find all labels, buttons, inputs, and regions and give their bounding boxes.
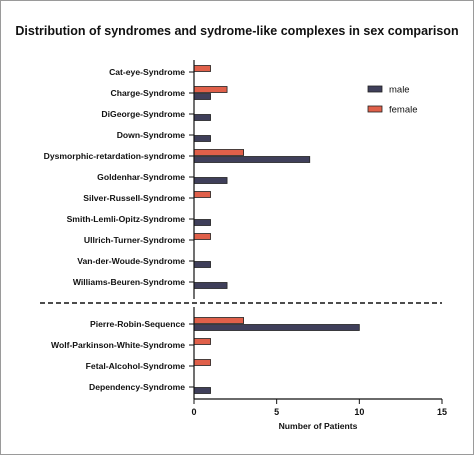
bar-male-11 xyxy=(193,324,360,331)
category-label-6: Silver-Russell-Syndrome xyxy=(83,193,185,203)
bar-male-2 xyxy=(193,114,211,121)
x-tick-label-0: 0 xyxy=(191,407,196,417)
legend-label-male: male xyxy=(389,85,410,96)
legend-swatch-female xyxy=(367,105,383,113)
bar-male-7 xyxy=(193,219,211,226)
bar-male-14 xyxy=(193,387,211,394)
category-label-14: Dependency-Syndrome xyxy=(89,382,185,392)
bars-group xyxy=(193,65,360,394)
axes-group: 0 5 10 15 xyxy=(40,60,447,417)
bar-female-0 xyxy=(193,65,211,72)
bar-female-6 xyxy=(193,191,211,198)
category-label-5: Goldenhar-Syndrome xyxy=(97,172,185,182)
category-labels: Cat-eye-Syndrome Charge-Syndrome DiGeorge-… xyxy=(44,67,186,392)
category-label-3: Down-Syndrome xyxy=(117,130,185,140)
bar-male-5 xyxy=(193,177,228,184)
bar-female-13 xyxy=(193,359,211,366)
bar-male-4 xyxy=(193,156,311,163)
legend: male female xyxy=(367,85,418,116)
legend-swatch-male xyxy=(367,85,383,93)
category-label-12: Wolf-Parkinson-White-Syndrome xyxy=(51,340,185,350)
chart-title: Distribution of syndromes and sydrome-li… xyxy=(15,24,458,38)
bar-female-12 xyxy=(193,338,211,345)
bar-male-9 xyxy=(193,261,211,268)
bar-male-1 xyxy=(193,93,211,100)
category-label-10: Williams-Beuren-Syndrome xyxy=(73,277,185,287)
category-label-13: Fetal-Alcohol-Syndrome xyxy=(86,361,186,371)
bar-female-8 xyxy=(193,233,211,240)
category-label-11: Pierre-Robin-Sequence xyxy=(90,319,185,329)
bar-female-4 xyxy=(193,149,244,156)
x-tick-label-2: 10 xyxy=(354,407,364,417)
category-label-0: Cat-eye-Syndrome xyxy=(109,67,185,77)
bar-male-3 xyxy=(193,135,211,142)
category-label-2: DiGeorge-Syndrome xyxy=(101,109,185,119)
x-axis-label: Number of Patients xyxy=(279,421,358,431)
x-tick-label-1: 5 xyxy=(274,407,279,417)
category-label-1: Charge-Syndrome xyxy=(111,88,186,98)
category-label-9: Van-der-Woude-Syndrome xyxy=(77,256,185,266)
category-label-4: Dysmorphic-retardation-syndrome xyxy=(44,151,186,161)
category-label-8: Ullrich-Turner-Syndrome xyxy=(84,235,185,245)
category-label-7: Smith-Lemli-Opitz-Syndrome xyxy=(67,214,186,224)
bar-female-11 xyxy=(193,317,244,324)
x-tick-label-3: 15 xyxy=(437,407,447,417)
bar-female-1 xyxy=(193,86,228,93)
bar-male-10 xyxy=(193,282,228,289)
legend-label-female: female xyxy=(389,105,418,116)
